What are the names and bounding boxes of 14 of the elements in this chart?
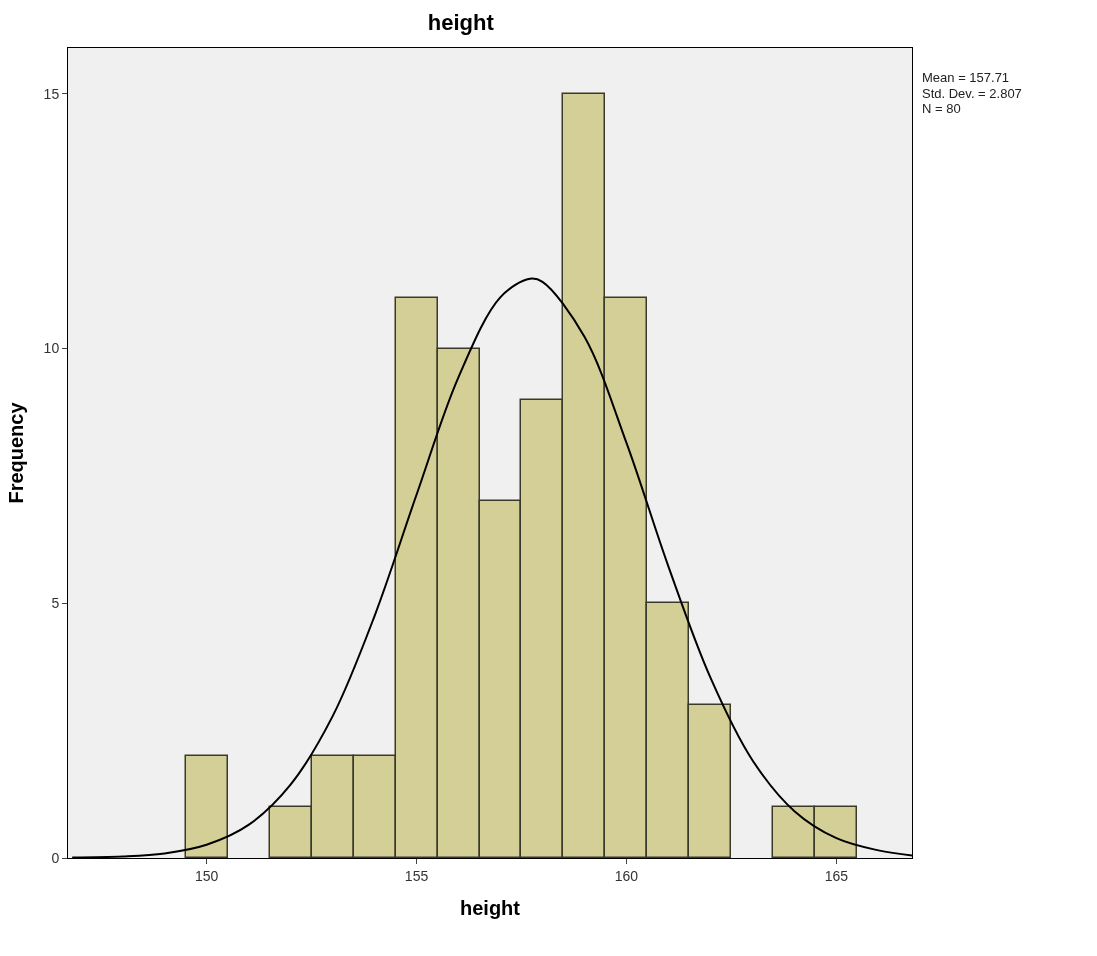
- text: Std. Dev. = 2.807: [922, 86, 1022, 101]
- y-tick-label: 15: [43, 85, 60, 102]
- y-tick-label: 10: [43, 340, 60, 357]
- y-tick-label: 0: [51, 849, 60, 866]
- x-tick-label: 150: [194, 867, 219, 884]
- x-tick-label: 155: [404, 867, 429, 884]
- chart-title: height: [427, 9, 495, 35]
- x-axis-title: height: [460, 897, 521, 920]
- y-tick-label: 5: [51, 595, 60, 612]
- x-tick-label: 160: [614, 867, 639, 884]
- text: N = 80: [922, 101, 961, 116]
- y-axis-title: Frequency: [5, 401, 28, 504]
- text: Mean = 157.71: [922, 70, 1010, 85]
- x-tick-label: 165: [824, 867, 849, 884]
